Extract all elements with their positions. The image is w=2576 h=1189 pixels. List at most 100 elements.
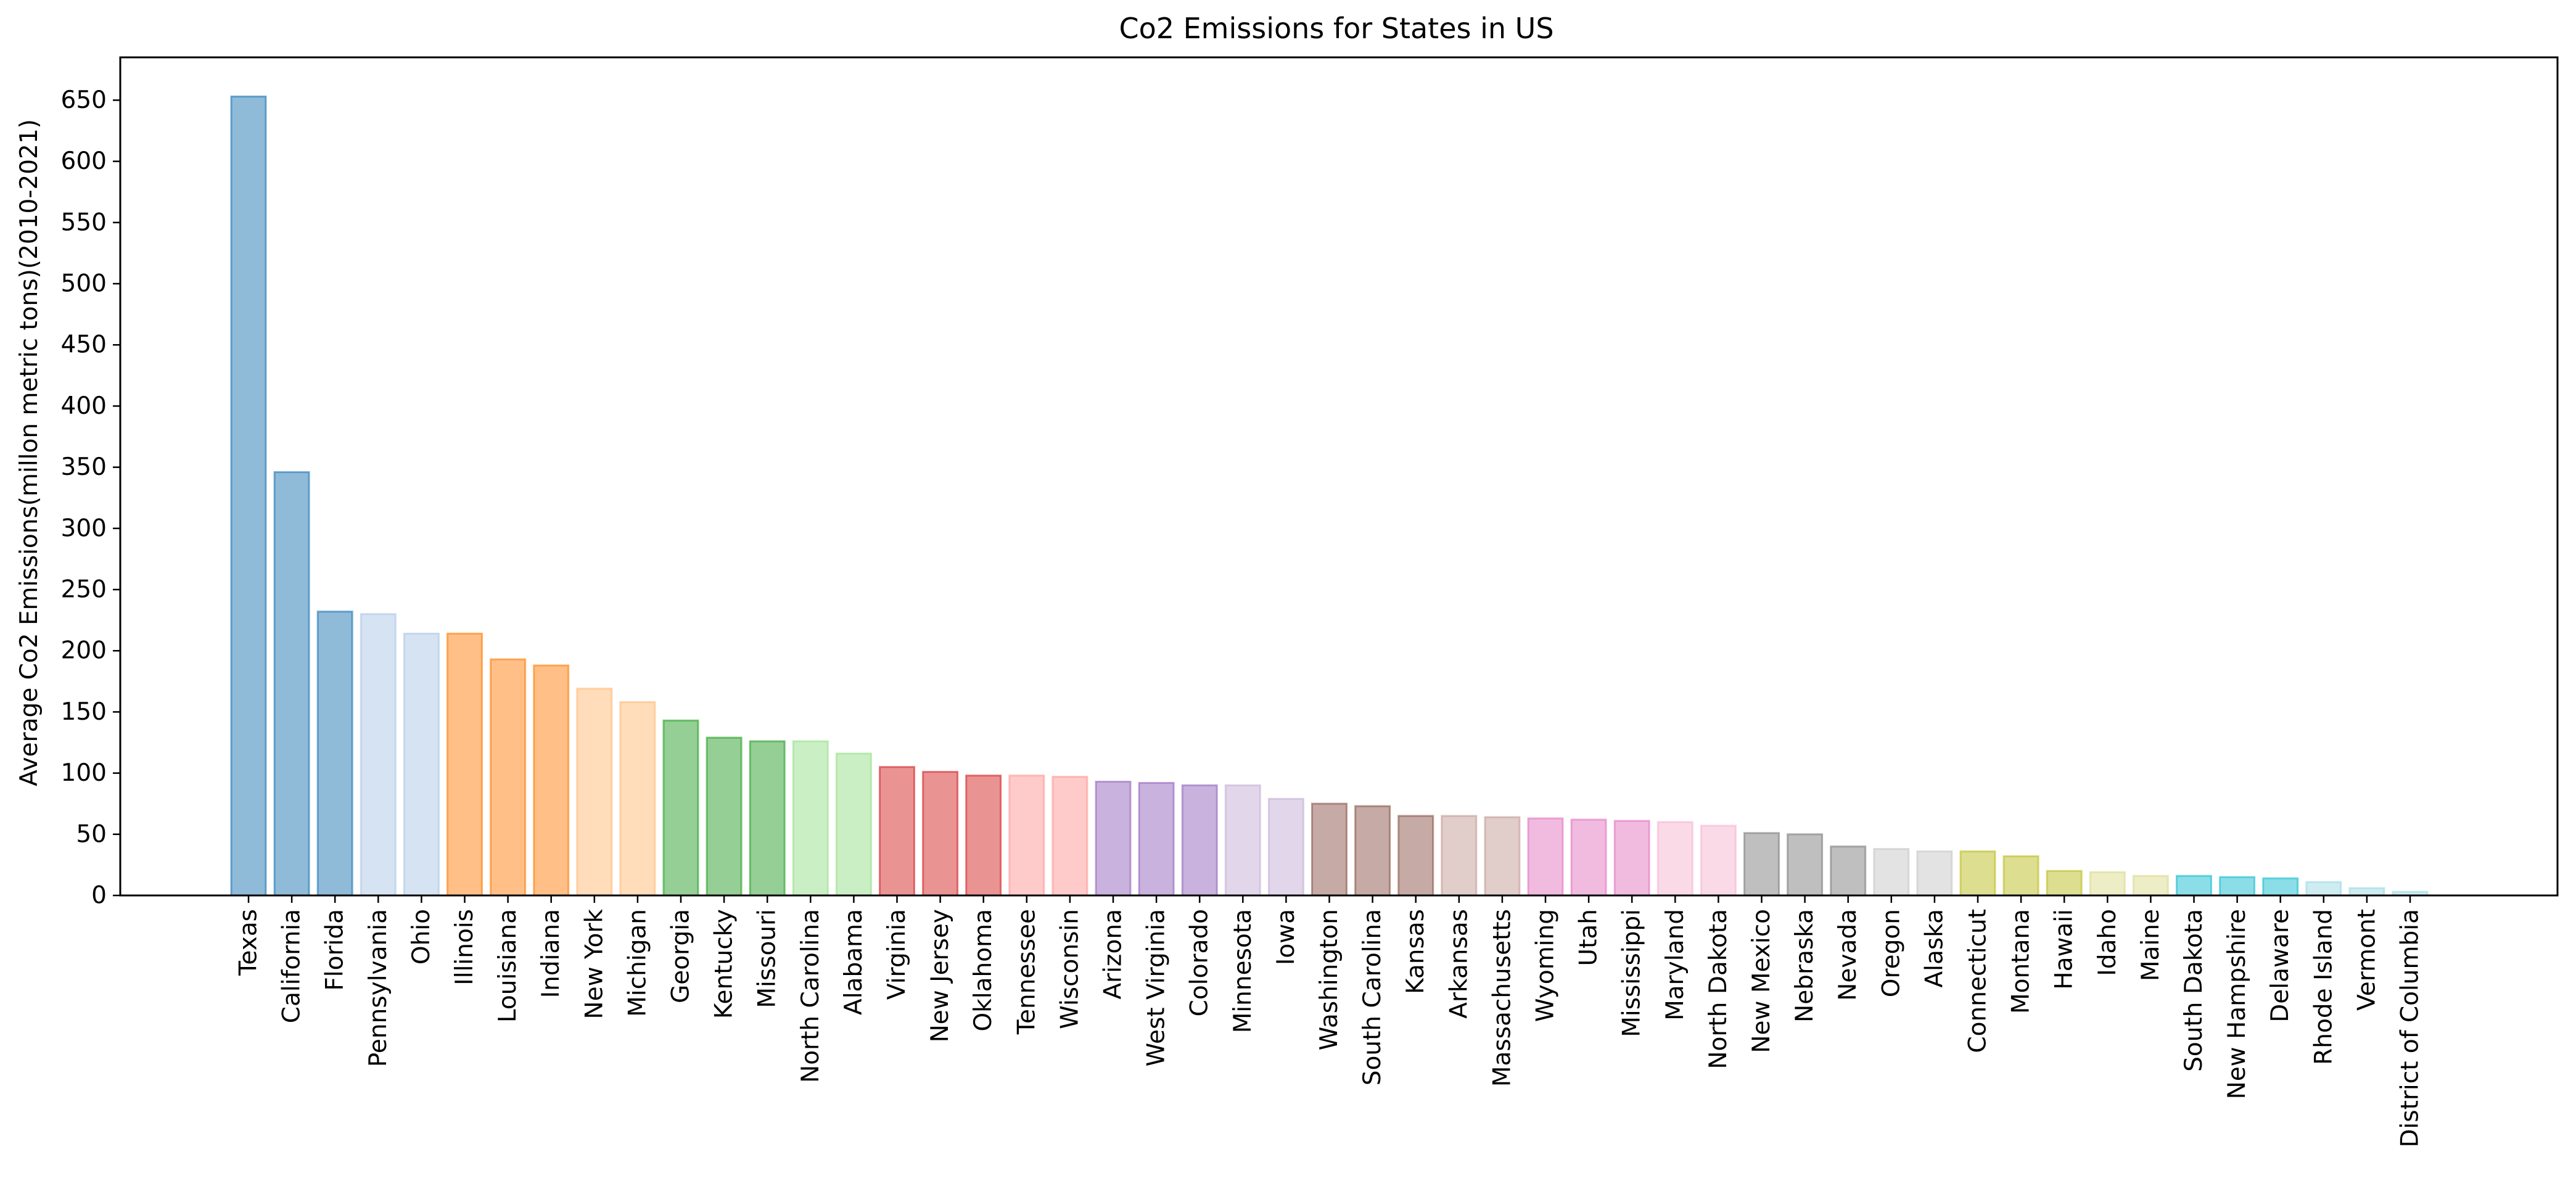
y-tick-label: 350 [61,453,107,481]
bar-iowa [1267,797,1304,897]
bar-new-jersey [922,771,959,897]
x-tick-label: New Mexico [1748,909,1776,1053]
bar-vermont [2348,887,2385,897]
x-tick-label: Wisconsin [1056,909,1084,1029]
bar-montana [2002,855,2039,897]
x-axis: Texas California Florida Pennsylvania Ohio Il… [235,895,2424,1148]
x-tick-label: Florida [321,909,349,991]
x-tick-label: Rhode Island [2310,909,2337,1065]
x-tick-label: Nevada [1834,909,1862,1001]
y-tick-label: 300 [61,514,107,542]
x-tick-label: West Virginia [1143,909,1171,1066]
x-tick-label: Georgia [667,909,695,1003]
x-tick-label: Michigan [623,909,651,1017]
y-tick-label: 50 [76,820,107,848]
bar-illinois [446,632,483,897]
x-tick-label: Indiana [537,909,565,998]
bar-new-york [576,688,613,897]
bar-oklahoma [965,775,1002,897]
bar-rhode-island [2305,881,2342,897]
x-tick-label: Idaho [2094,909,2121,976]
bar-virginia [879,766,915,897]
bar-kansas [1397,815,1434,897]
bars-group [230,96,2429,897]
y-tick-label: 100 [61,759,107,787]
x-tick-label: Massachusetts [1488,909,1516,1087]
y-tick-label: 150 [61,698,107,726]
x-tick-label: Colorado [1186,909,1214,1016]
x-tick-label: Connecticut [1964,909,1992,1053]
bar-alaska [1916,850,1953,897]
y-tick-label: 550 [61,208,107,236]
bar-west-virginia [1138,782,1175,897]
bar-indiana [533,664,570,897]
x-tick-label: South Carolina [1359,909,1386,1085]
x-tick-label: Ohio [408,909,435,965]
bar-north-carolina [792,740,829,897]
bar-south-dakota [2176,874,2212,897]
bar-texas [230,96,267,897]
x-tick-label: Utah [1575,909,1603,966]
bar-nebraska [1787,833,1824,897]
y-tick-label: 450 [61,331,107,359]
x-tick-label: Maryland [1661,909,1689,1021]
x-tick-label: District of Columbia [2397,909,2424,1148]
bar-washington [1311,802,1348,897]
y-axis-label: Average Co2 Emissions(millon metric tons… [15,119,43,786]
bar-missouri [749,740,786,897]
bar-mississippi [1613,820,1650,897]
x-tick-label: Louisiana [494,909,522,1022]
bar-connecticut [1959,850,1996,897]
x-tick-label: California [278,909,306,1023]
y-tick-label: 250 [61,576,107,604]
x-tick-label: Texas [235,909,263,976]
x-tick-label: North Dakota [1705,909,1732,1069]
bar-kentucky [706,736,743,897]
y-tick-label: 500 [61,270,107,298]
x-tick-label: Missouri [754,909,781,1008]
chart-title: Co2 Emissions for States in US [1119,12,1553,45]
x-tick-label: Maine [2137,909,2165,981]
bar-idaho [2089,871,2126,897]
x-tick-label: Alaska [1920,909,1948,988]
bar-south-carolina [1354,805,1391,897]
x-tick-label: Nebraska [1791,909,1819,1022]
bar-wyoming [1527,817,1564,897]
x-tick-label: New Jersey [926,909,954,1042]
y-tick-label: 600 [61,147,107,175]
bar-hawaii [2046,870,2083,897]
x-tick-label: Arkansas [1445,909,1473,1019]
x-tick-label: Hawaii [2051,909,2078,990]
x-tick-label: Minnesota [1229,909,1257,1033]
x-tick-label: Virginia [883,909,911,1000]
x-tick-label: Tennessee [1013,909,1040,1035]
bar-new-hampshire [2219,876,2256,897]
bar-california [273,471,310,897]
x-tick-label: Alabama [840,909,868,1015]
y-tick-label: 200 [61,637,107,665]
bar-ohio [403,632,440,897]
x-tick-label: New York [580,909,608,1019]
bar-alabama [835,752,872,897]
bar-colorado [1181,784,1218,897]
bar-minnesota [1224,784,1261,897]
bar-oregon [1873,848,1910,897]
x-tick-label: Vermont [2353,909,2381,1011]
y-tick-label: 400 [61,392,107,420]
bar-nevada [1830,845,1867,897]
x-tick-label: Pennsylvania [364,909,392,1067]
bar-tennessee [1008,775,1045,897]
bar-arkansas [1441,815,1478,897]
bar-massachusetts [1484,816,1521,897]
bar-utah [1570,818,1607,897]
x-tick-label: Delaware [2266,909,2294,1022]
bar-maryland [1656,821,1693,897]
x-tick-label: Mississippi [1618,909,1646,1037]
x-tick-label: Washington [1315,909,1343,1050]
x-tick-label: Kansas [1402,909,1430,994]
bar-delaware [2262,877,2299,897]
bar-maine [2132,874,2169,897]
y-tick-label: 0 [91,882,107,910]
